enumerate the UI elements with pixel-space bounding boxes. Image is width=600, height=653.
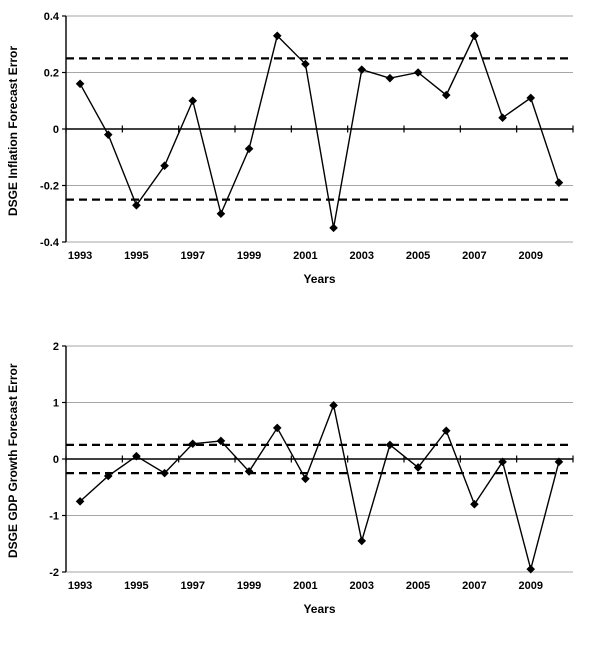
- data-point-marker: [103, 471, 113, 481]
- x-tick-label: 1995: [124, 580, 148, 592]
- data-point-marker: [554, 178, 564, 187]
- inflation-forecast-chart: DSGE Inflation Forecast Error 0.4 0.2 0 -0.…: [0, 6, 600, 298]
- x-tick-label: 1999: [237, 250, 261, 262]
- x-tick-label: 2005: [406, 580, 430, 592]
- gdp-x-axis-title: Years: [303, 602, 336, 616]
- data-point-marker: [526, 93, 536, 103]
- data-point-marker: [413, 463, 423, 472]
- x-tick-label: 1993: [68, 580, 92, 592]
- y-tick-label: 2: [53, 341, 59, 353]
- x-tick-label: 2007: [462, 250, 486, 262]
- data-point-marker: [470, 31, 479, 41]
- data-point-marker: [357, 536, 367, 546]
- data-point-marker: [413, 68, 423, 77]
- data-point-marker: [75, 497, 85, 506]
- inflation-x-axis-title: Years: [303, 272, 336, 286]
- y-tick-label: -1: [49, 511, 59, 523]
- x-tick-label: 1999: [237, 580, 261, 592]
- data-point-marker: [160, 161, 169, 171]
- data-point-marker: [272, 31, 282, 41]
- data-point-marker: [301, 474, 310, 484]
- data-point-marker: [385, 440, 395, 450]
- x-tick-label: 2009: [519, 250, 543, 262]
- data-series-line: [79, 402, 560, 572]
- y-tick-label: 1: [53, 398, 59, 410]
- inflation-plot-svg: 0.4 0.2 0 -0.2 -0.4 1993 1995 1997 1999 2001 2003 2…: [40, 11, 574, 262]
- gdp-growth-forecast-chart: DSGE GDP Growth Forecast Error 2 1 0 -1 -2 19…: [0, 336, 600, 628]
- x-tick-label: 2009: [519, 580, 543, 592]
- data-point-marker: [329, 223, 338, 233]
- x-tick-label: 2003: [350, 580, 374, 592]
- data-point-marker: [188, 439, 198, 449]
- y-tick-label: 0.4: [44, 11, 60, 23]
- gdp-plot-column: 2 1 0 -1 -2 1993 1995 1997 1999 2001 2003 2005 2007 2…: [26, 336, 591, 628]
- charts-gap: [0, 298, 600, 336]
- y-tick-label: 0: [53, 124, 59, 136]
- data-point-marker: [357, 65, 367, 74]
- x-tick-label: 2003: [350, 250, 374, 262]
- x-tick-label: 2001: [293, 580, 317, 592]
- data-point-marker: [526, 564, 536, 574]
- data-point-marker: [244, 467, 254, 476]
- data-point-marker: [103, 130, 113, 139]
- y-tick-label: -0.4: [40, 237, 60, 249]
- data-point-marker: [385, 73, 395, 83]
- data-point-marker: [216, 209, 226, 219]
- inflation-y-axis-title: DSGE Inflation Forecast Error: [6, 45, 20, 217]
- data-point-marker: [441, 426, 451, 436]
- data-point-marker: [470, 499, 479, 509]
- x-tick-label: 1993: [68, 250, 92, 262]
- inflation-plot-column: 0.4 0.2 0 -0.2 -0.4 1993 1995 1997 1999 2001 2003 2…: [26, 6, 591, 298]
- data-series-line: [79, 33, 560, 228]
- x-tick-label: 2005: [406, 250, 430, 262]
- data-point-marker: [75, 79, 85, 89]
- gdp-plot-svg: 2 1 0 -1 -2 1993 1995 1997 1999 2001 2003 2005 2007 2…: [49, 341, 574, 592]
- y-tick-label: 0.2: [44, 68, 59, 80]
- data-point-marker: [132, 200, 141, 210]
- data-point-marker: [272, 423, 282, 433]
- x-tick-label: 2007: [462, 580, 486, 592]
- data-point-marker: [188, 96, 198, 106]
- data-point-marker: [498, 113, 507, 122]
- y-tick-label: 0: [53, 454, 59, 466]
- data-point-marker: [244, 144, 254, 154]
- y-tick-label: -0.2: [40, 181, 59, 193]
- data-point-marker: [441, 90, 451, 100]
- data-point-marker: [160, 468, 169, 478]
- x-tick-label: 1995: [124, 250, 148, 262]
- x-tick-label: 1997: [181, 250, 205, 262]
- x-tick-label: 1997: [181, 580, 205, 592]
- gdp-y-axis-title: DSGE GDP Growth Forecast Error: [6, 363, 20, 559]
- data-point-marker: [301, 59, 310, 69]
- x-tick-label: 2001: [293, 250, 317, 262]
- y-tick-label: -2: [49, 567, 59, 579]
